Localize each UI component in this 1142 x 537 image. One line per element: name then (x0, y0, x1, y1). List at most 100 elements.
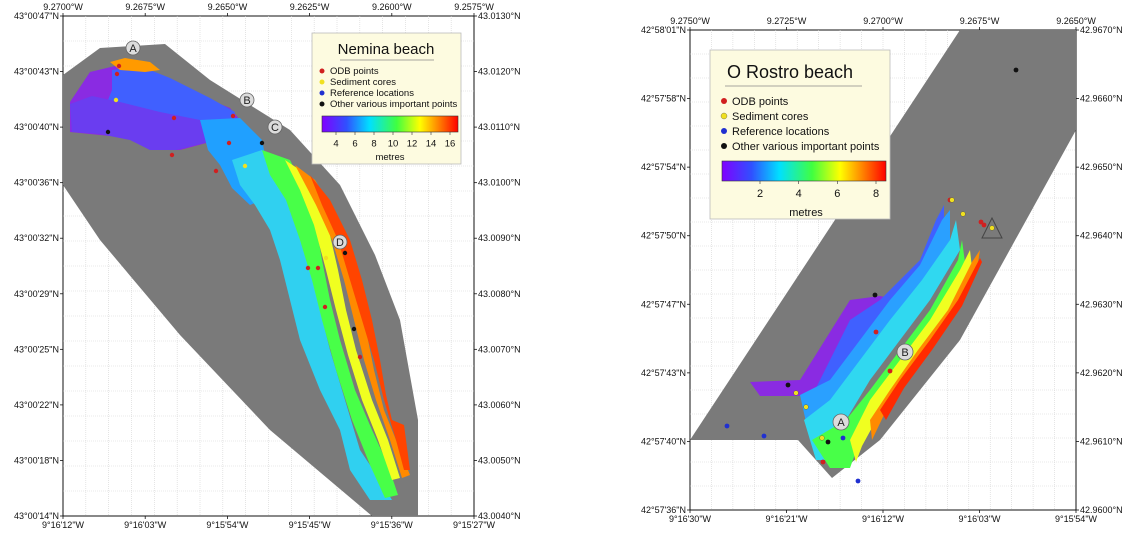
right-tick-label: 43.0040°N (478, 511, 521, 521)
right-tick-label: 42.9670°N (1080, 25, 1123, 35)
right-tick-label: 43.0130°N (478, 11, 521, 21)
bottom-tick-label: 9°15'36"W (371, 520, 414, 530)
legend: Nemina beach ODB points Sediment cores R… (311, 32, 462, 165)
marker-c-badge (267, 119, 283, 135)
right-tick-label: 42.9610°N (1080, 436, 1123, 446)
right-tick-label: 43.0090°N (478, 233, 521, 243)
left-tick-label: 43°00'14"N (14, 511, 59, 521)
left-tick-label: 43°00'36"N (14, 178, 59, 188)
right-tick-label: 42.9640°N (1080, 231, 1123, 241)
marker-b-label: B (901, 347, 908, 359)
top-tick-label: 9.2750°W (670, 16, 710, 26)
legend-marker (721, 98, 727, 104)
legend-label: Sediment cores (732, 111, 809, 123)
bottom-tick-label: 9°15'54"W (1055, 514, 1098, 524)
left-tick-label: 42°57'47"N (641, 299, 686, 309)
marker-c-label: C (271, 122, 279, 134)
bottom-tick-label: 9°15'45"W (289, 520, 332, 530)
top-tick-label: 9.2650°W (1056, 16, 1096, 26)
colorbar-tick-label: 6 (352, 139, 357, 150)
colorbar-tick-label: 14 (426, 139, 437, 150)
legend-marker (319, 101, 325, 107)
right-tick-label: 43.0120°N (478, 67, 521, 77)
legend-marker (721, 143, 727, 149)
legend-marker (720, 112, 728, 120)
map-nemina: A B C D 9.2700°W 9.2675°W 9.2650°W 9.2625°W… (14, 2, 521, 530)
legend-box (709, 49, 891, 220)
bottom-tick-label: 9°16'12"W (42, 520, 85, 530)
legend-label: ODB points (732, 96, 789, 108)
triangle-marker (981, 216, 1003, 239)
colorbar-ticks: 4 6 8 10 12 14 16 (333, 132, 455, 150)
left-tick-label: 42°57'50"N (641, 231, 686, 241)
map-title: Nemina beach (338, 41, 435, 58)
top-tick-label: 9.2700°W (43, 2, 83, 12)
legend-label: Sediment cores (330, 77, 396, 88)
right-tick-label: 43.0070°N (478, 344, 521, 354)
left-tick-label: 42°57'54"N (641, 162, 686, 172)
right-tick-label: 42.9660°N (1080, 94, 1123, 104)
map-title: O Rostro beach (727, 62, 853, 82)
left-tick-label: 43°00'43"N (14, 67, 59, 77)
colorbar (321, 115, 459, 133)
survey-points (105, 63, 363, 360)
marker-b-badge (896, 343, 914, 361)
bottom-tick-label: 9°16'03"W (124, 520, 167, 530)
left-tick-label: 42°57'36"N (641, 505, 686, 515)
marker-a-label: A (837, 417, 845, 429)
site-markers: A B (832, 216, 1003, 431)
top-tick-label: 9.2725°W (767, 16, 807, 26)
legend-marker (319, 68, 325, 74)
legend-marker (721, 128, 727, 134)
legend: O Rostro beach ODB points Sediment cores… (709, 49, 891, 220)
map-o-rostro: A B 9.2750°W 9.2725°W 9.2700°W 9.2675°W 9.26… (641, 16, 1123, 524)
legend-label: ODB points (330, 66, 379, 77)
top-tick-label: 9.2700°W (863, 16, 903, 26)
legend-label: Other various important points (330, 99, 458, 110)
colorbar-tick-label: 10 (388, 139, 399, 150)
marker-d-badge (332, 234, 348, 250)
bottom-tick-label: 9°16'03"W (958, 514, 1001, 524)
legend-marker (319, 79, 325, 85)
survey-points (724, 67, 1019, 484)
top-tick-label: 9.2675°W (960, 16, 1000, 26)
left-tick-label: 42°58'01"N (641, 25, 686, 35)
right-tick-label: 43.0060°N (478, 400, 521, 410)
right-tick-label: 42.9650°N (1080, 162, 1123, 172)
left-tick-label: 43°00'25"N (14, 344, 59, 354)
left-tick-label: 43°00'40"N (14, 122, 59, 132)
bottom-tick-label: 9°16'21"W (765, 514, 808, 524)
marker-d-label: D (336, 237, 344, 249)
marker-a-label: A (129, 43, 137, 55)
legend-label: Other various important points (732, 141, 880, 153)
colorbar-unit: metres (375, 152, 404, 163)
marker-a-badge (832, 413, 850, 431)
land-mask (690, 30, 1076, 478)
right-tick-label: 43.0080°N (478, 289, 521, 299)
legend-label: Reference locations (330, 88, 414, 99)
bottom-tick-label: 9°15'54"W (206, 520, 249, 530)
right-tick-label: 43.0110°N (478, 122, 520, 132)
bottom-tick-label: 9°15'27"W (453, 520, 496, 530)
right-tick-label: 42.9630°N (1080, 299, 1123, 309)
legend-label: Reference locations (732, 126, 830, 138)
marker-b-label: B (243, 95, 250, 107)
marker-b-badge (239, 92, 255, 108)
site-markers: A B C D (125, 40, 348, 250)
bathymetry-survey (70, 58, 410, 500)
left-tick-label: 43°00'32"N (14, 233, 59, 243)
top-tick-label: 9.2650°W (208, 2, 248, 12)
colorbar-tick-label: 12 (407, 139, 418, 150)
top-tick-label: 9.2625°W (290, 2, 330, 12)
axis-ticks: 9.2700°W 9.2675°W 9.2650°W 9.2625°W 9.2600°W… (14, 2, 521, 530)
axis-ticks: 9.2750°W 9.2725°W 9.2700°W 9.2675°W 9.2650°W… (641, 16, 1123, 524)
left-tick-label: 42°57'58"N (641, 94, 686, 104)
bottom-tick-label: 9°16'30"W (669, 514, 712, 524)
right-tick-label: 43.0100°N (478, 178, 521, 188)
left-tick-label: 43°00'29"N (14, 289, 59, 299)
colorbar-unit: metres (789, 207, 823, 219)
left-tick-label: 42°57'40"N (641, 436, 686, 446)
left-tick-label: 42°57'43"N (641, 368, 686, 378)
